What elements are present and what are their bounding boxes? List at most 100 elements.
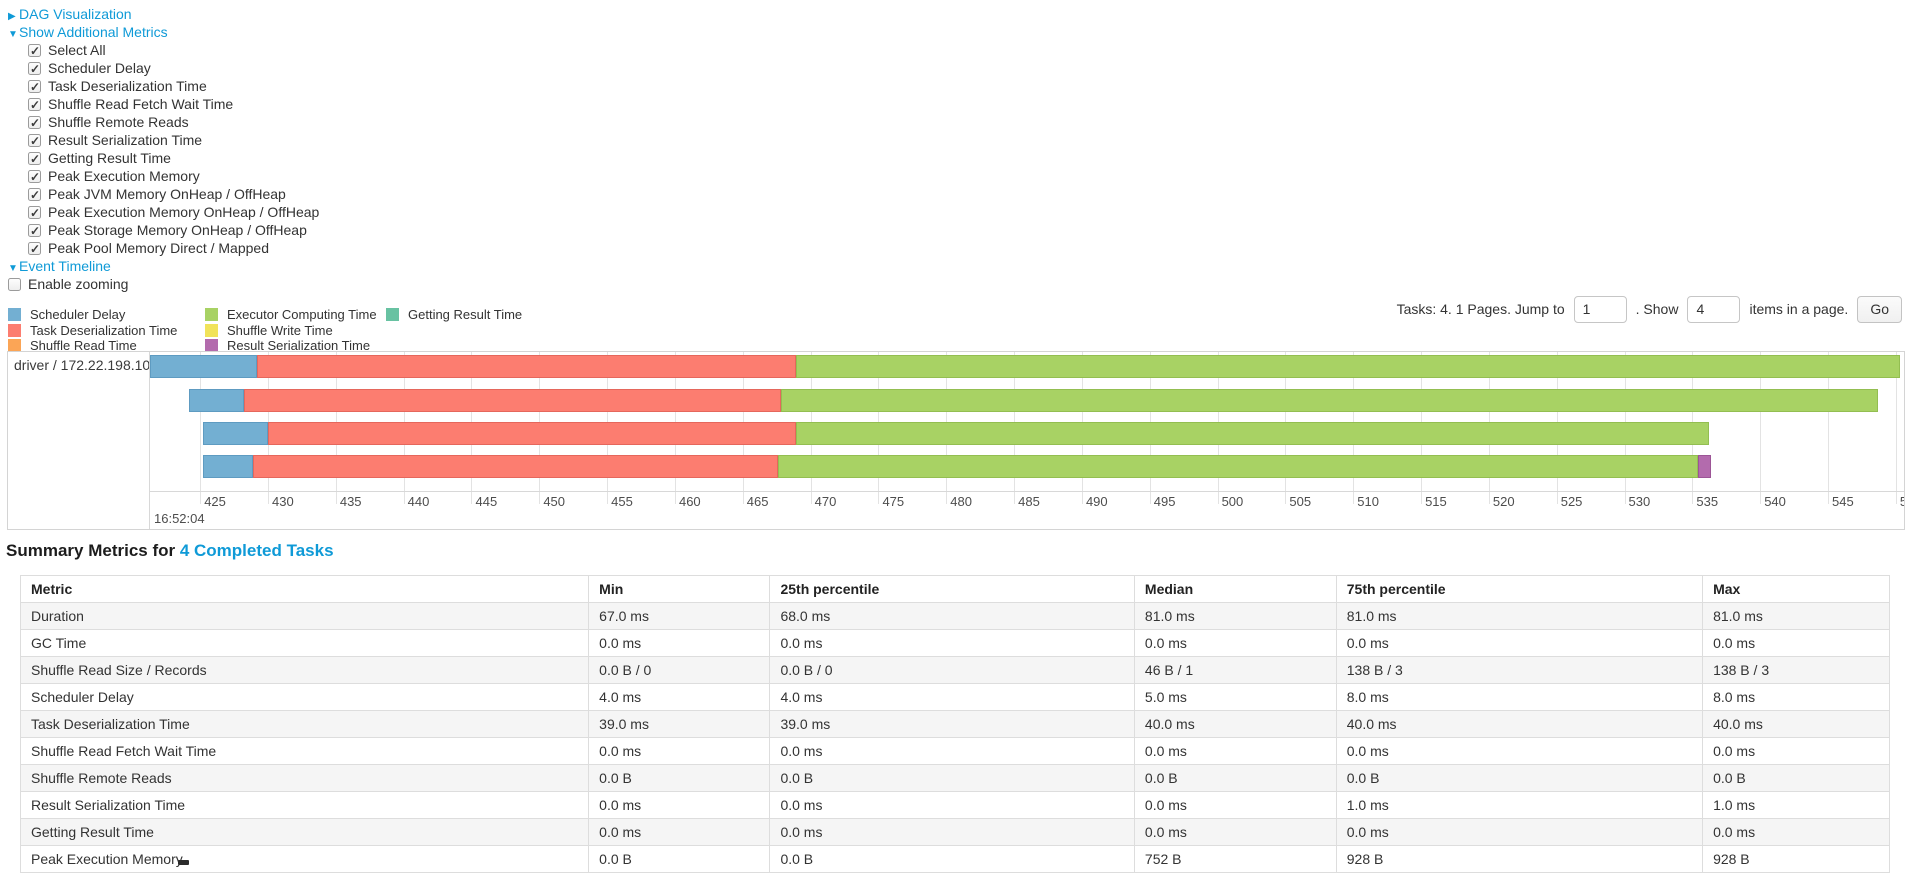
task-bar[interactable] (150, 355, 1904, 378)
table-cell: 0.0 ms (1335, 629, 1704, 657)
show-additional-metrics-toggle[interactable]: ▼Show Additional Metrics (8, 24, 168, 40)
scheduler-delay-segment[interactable] (150, 355, 258, 378)
metric-checkbox[interactable] (28, 96, 41, 114)
table-cell: 0.0 B (769, 845, 1135, 873)
gridline (200, 352, 202, 491)
task-deserialization-segment[interactable] (257, 355, 796, 378)
axis-tick (471, 492, 473, 504)
legend-item: Task Deserialization Time (8, 323, 177, 338)
table-cell: 8.0 ms (1702, 683, 1890, 711)
metric-checkbox-label: Shuffle Read Fetch Wait Time (48, 96, 234, 112)
table-cell: 40.0 ms (1335, 710, 1704, 738)
metric-checkbox[interactable] (28, 60, 41, 78)
timeline-plot-area[interactable] (150, 352, 1904, 491)
jump-to-page-input[interactable] (1573, 295, 1627, 323)
gridline (810, 352, 812, 491)
result-serialization-segment[interactable] (1697, 455, 1712, 478)
gridline (1014, 352, 1016, 491)
executor-computing-segment[interactable] (795, 422, 1709, 445)
event-timeline-toggle[interactable]: ▼Event Timeline (8, 258, 111, 274)
axis-tick-label: 475 (882, 494, 905, 509)
gridline (1081, 352, 1083, 491)
metric-checkbox[interactable] (28, 132, 41, 150)
table-row: Peak Execution Memory 0.0 B 0.0 B 752 B 928 … (19, 845, 1890, 873)
executor-computing-segment[interactable] (780, 389, 1879, 412)
metric-checkbox-label: Result Serialization Time (48, 132, 203, 148)
metric-checkbox[interactable] (28, 168, 41, 186)
legend-item: Scheduler Delay (8, 307, 125, 322)
axis-tick-label: 480 (950, 494, 972, 509)
task-deserialization-segment[interactable] (268, 422, 796, 445)
executor-computing-segment[interactable] (795, 355, 1900, 378)
axis-tick (1217, 492, 1219, 504)
axis-tick-label: 430 (272, 494, 294, 509)
axis-tick-label: 520 (1492, 494, 1515, 509)
table-cell: 138 B / 3 (1702, 656, 1890, 684)
table-cell: 81.0 ms (1133, 602, 1337, 630)
table-cell: 0.0 B (1335, 764, 1704, 792)
metric-checkbox[interactable] (28, 222, 41, 240)
legend-label: Result Serialization Time (227, 338, 371, 353)
task-bar[interactable] (150, 422, 1904, 445)
table-cell: 0.0 B (588, 845, 771, 873)
table-cell: 0.0 ms (1133, 629, 1337, 657)
table-cell: 928 B (1702, 845, 1890, 873)
scheduler-delay-segment[interactable] (189, 389, 244, 412)
gridline (607, 352, 609, 491)
dag-visualization-toggle[interactable]: ▶ DAG Visualization (8, 6, 132, 22)
table-header-cell: Metric (19, 575, 590, 603)
result-serialization-swatch-icon (205, 339, 218, 352)
metric-checkbox[interactable] (28, 150, 41, 168)
metric-checkbox[interactable] (28, 78, 41, 96)
table-cell: 0.0 B (1133, 764, 1337, 792)
scheduler-delay-segment[interactable] (202, 422, 268, 445)
metric-checkbox[interactable] (28, 186, 41, 204)
table-cell: 0.0 B / 0 (588, 656, 771, 684)
metric-checkbox[interactable] (28, 114, 41, 132)
task-bar[interactable] (150, 455, 1904, 478)
table-cell: 0.0 ms (1335, 818, 1704, 846)
go-button[interactable]: Go (1857, 295, 1902, 323)
table-cell: 0.0 ms (769, 629, 1135, 657)
table-cell: Duration (19, 602, 590, 630)
metric-checkbox-label: Peak Execution Memory OnHeap / OffHeap (48, 204, 320, 220)
metric-checkbox-row: Scheduler Delay (8, 59, 319, 78)
executor-group-label: driver / 172.22.198.104 (8, 352, 150, 529)
axis-tick (1149, 492, 1151, 504)
table-cell: Shuffle Remote Reads (19, 764, 590, 792)
axis-tick (335, 492, 337, 504)
task-deserialization-segment[interactable] (253, 455, 779, 478)
task-pagination: Tasks: 4. 1 Pages. Jump to . Show items … (1397, 293, 1902, 325)
completed-tasks-link[interactable]: 4 Completed Tasks (179, 541, 334, 560)
gridline (1285, 352, 1287, 491)
table-cell: 40.0 ms (1702, 710, 1890, 738)
legend-item: Executor Computing Time (205, 307, 377, 322)
legend-item: Result Serialization Time (205, 338, 370, 353)
axis-tick-label: 505 (1289, 494, 1312, 509)
enable-zooming-label: Enable zooming (28, 276, 129, 292)
table-cell: 1.0 ms (1335, 791, 1704, 819)
shuffle-write-swatch-icon (205, 323, 218, 337)
metric-checkbox[interactable] (28, 240, 41, 258)
items-per-page-input[interactable] (1687, 295, 1741, 323)
enable-zooming-checkbox[interactable] (8, 278, 21, 291)
legend-label: Executor Computing Time (227, 307, 377, 322)
metric-checkbox[interactable] (28, 42, 41, 60)
axis-tick (607, 492, 609, 504)
axis-tick-label: 490 (1085, 494, 1108, 509)
event-timeline-chart: driver / 172.22.198.104 16:52:04 425 430 4… (7, 351, 1905, 530)
axis-tick-label: 425 (204, 494, 226, 509)
gridline (742, 352, 744, 491)
table-cell: 0.0 ms (769, 818, 1135, 846)
scheduler-delay-segment[interactable] (202, 455, 254, 478)
gridline (1488, 352, 1490, 491)
metric-checkbox[interactable] (28, 204, 41, 222)
metric-checkbox-row: Peak Pool Memory Direct / Mapped (8, 239, 319, 258)
table-cell: 0.0 ms (1133, 737, 1337, 765)
shuffle-read-swatch-icon (8, 339, 21, 352)
task-deserialization-segment[interactable] (243, 389, 781, 412)
dag-visualization-label: DAG Visualization (19, 6, 132, 22)
task-bar[interactable] (150, 389, 1904, 412)
summary-metrics-heading: Summary Metrics for 4 Completed Tasks (6, 541, 334, 561)
executor-computing-segment[interactable] (778, 455, 1698, 478)
